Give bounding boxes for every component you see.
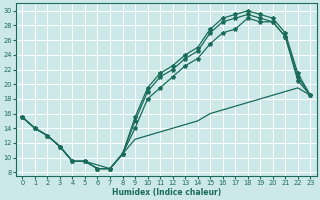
- X-axis label: Humidex (Indice chaleur): Humidex (Indice chaleur): [112, 188, 221, 197]
